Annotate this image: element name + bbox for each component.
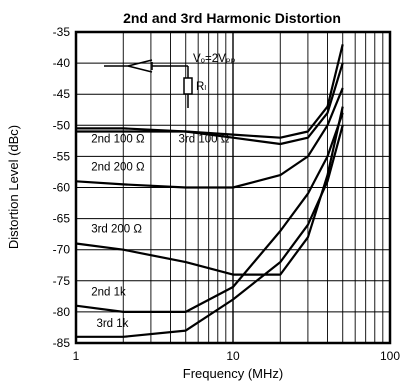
series-label: 2nd 100 Ω xyxy=(91,134,145,146)
y-tick-label: -80 xyxy=(53,305,71,319)
x-tick-label: 10 xyxy=(226,349,240,363)
chart-title: 2nd and 3rd Harmonic Distortion xyxy=(123,10,341,26)
series-label: 3rd 1k xyxy=(96,318,128,330)
series-line xyxy=(76,62,344,146)
y-axis-label: Distortion Level (dBc) xyxy=(6,125,21,249)
series-line xyxy=(75,87,344,189)
series-label: 2nd 1k xyxy=(91,287,126,299)
series-line xyxy=(75,106,344,276)
y-tick-label: -60 xyxy=(53,181,71,195)
x-tick-labels: 1 10 100 xyxy=(73,349,401,363)
y-tick-label: -85 xyxy=(53,336,71,350)
series-line xyxy=(76,44,344,139)
y-tick-label: -50 xyxy=(53,118,71,132)
y-tick-label: -45 xyxy=(53,87,71,101)
y-tick-label: -55 xyxy=(53,149,71,163)
y-tick-label: -70 xyxy=(53,243,71,257)
load-circuit-inset: Vₒ=2Vₚₚ Rₗ xyxy=(104,53,236,108)
series-group xyxy=(75,44,344,338)
series-line xyxy=(75,112,344,313)
x-tick-label: 1 xyxy=(73,349,80,363)
series-line xyxy=(76,125,344,338)
y-tick-labels: -35 -40 -45 -50 -55 -60 -65 -70 -75 -80 -85 xyxy=(53,25,71,350)
vo-label: Vₒ=2Vₚₚ xyxy=(193,53,236,65)
series-label: 3rd 100 Ω xyxy=(179,134,230,146)
y-tick-label: -65 xyxy=(53,212,71,226)
series-label: 3rd 200 Ω xyxy=(91,223,142,235)
plot-frame xyxy=(74,30,392,345)
x-tick-label: 100 xyxy=(380,349,400,363)
y-tick-label: -40 xyxy=(53,56,71,70)
x-axis-label: Frequency (MHz) xyxy=(183,366,283,381)
y-tick-label: -35 xyxy=(53,25,71,39)
series-labels: 2nd 100 Ω 3rd 100 Ω 2nd 200 Ω 3rd 200 Ω 2nd … xyxy=(91,134,230,330)
y-tick-label: -75 xyxy=(53,274,71,288)
series-label: 2nd 200 Ω xyxy=(91,162,145,174)
rl-label: Rₗ xyxy=(196,81,206,93)
